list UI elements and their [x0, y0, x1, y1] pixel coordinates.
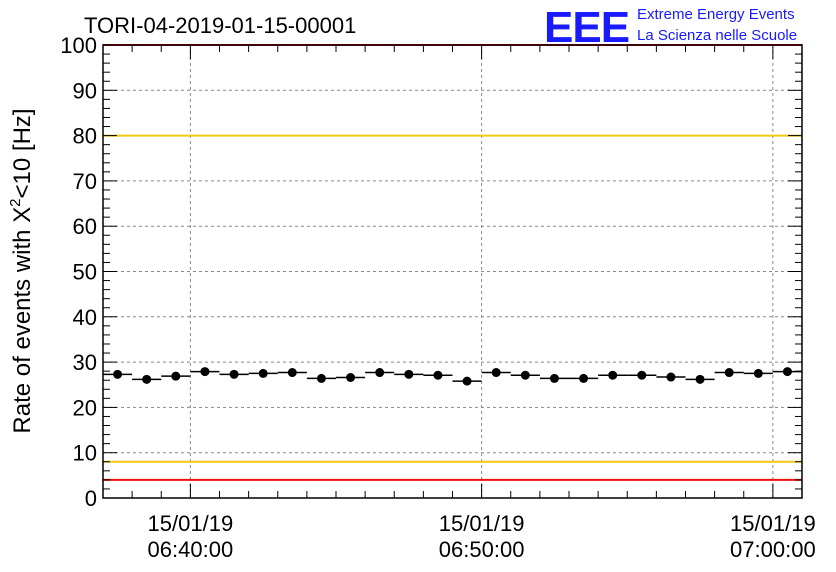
data-point: [404, 369, 414, 379]
data-point: [724, 368, 734, 378]
y-tick-label: 0: [85, 486, 97, 511]
data-point: [171, 371, 181, 381]
y-tick-label: 30: [73, 350, 97, 375]
x-tick-label-date: 15/01/19: [439, 511, 525, 536]
data-point: [258, 368, 268, 378]
data-point: [200, 367, 210, 377]
data-point: [782, 367, 792, 377]
data-point: [491, 368, 501, 378]
data-point: [375, 368, 385, 378]
reference-lines: [103, 44, 802, 481]
logo-mark: EEE: [544, 3, 629, 52]
axes-layer: 010203040506070809010015/01/1906:40:0015…: [60, 33, 815, 562]
x-tick-label-date: 15/01/19: [148, 511, 234, 536]
data-points: [103, 367, 802, 386]
y-tick-label: 60: [73, 214, 97, 239]
data-point: [346, 373, 356, 383]
data-point: [229, 369, 239, 379]
y-tick-label: 90: [73, 78, 97, 103]
data-point: [549, 373, 559, 383]
data-point: [287, 368, 297, 378]
eee-logo: EEE Extreme Energy Events La Scienza nel…: [544, 3, 797, 52]
y-tick-label: 20: [73, 395, 97, 420]
data-point: [753, 368, 763, 378]
data-point: [579, 373, 589, 383]
y-tick-label: 50: [73, 260, 97, 285]
data-point: [608, 370, 618, 380]
chart-title: TORI-04-2019-01-15-00001: [84, 13, 356, 38]
logo-line-1: Extreme Energy Events: [637, 6, 795, 23]
y-tick-label: 40: [73, 305, 97, 330]
data-point: [113, 369, 123, 379]
x-tick-label-time: 06:40:00: [148, 537, 234, 562]
data-point: [666, 372, 676, 382]
x-tick-label-time: 06:50:00: [439, 537, 525, 562]
data-point: [695, 374, 705, 384]
y-tick-label: 70: [73, 169, 97, 194]
x-tick-label-time: 07:00:00: [730, 537, 816, 562]
data-point: [433, 370, 443, 380]
y-axis-label: Rate of events with X2<10 [Hz]: [7, 108, 36, 433]
x-tick-label-date: 15/01/19: [730, 511, 816, 536]
grid-layer: [103, 45, 802, 498]
data-point: [462, 376, 472, 386]
y-axis-label-superscript: 2: [7, 198, 24, 206]
y-tick-label: 100: [60, 33, 97, 58]
y-tick-label: 10: [73, 441, 97, 466]
y-tick-label: 80: [73, 124, 97, 149]
data-point: [520, 370, 530, 380]
y-axis-label-suffix: <10 [Hz]: [9, 108, 36, 198]
data-point: [142, 374, 152, 384]
data-point: [637, 370, 647, 380]
y-axis-label-prefix: Rate of events with X: [9, 207, 36, 434]
data-point: [316, 373, 326, 383]
logo-line-2: La Scienza nelle Scuole: [637, 27, 797, 44]
